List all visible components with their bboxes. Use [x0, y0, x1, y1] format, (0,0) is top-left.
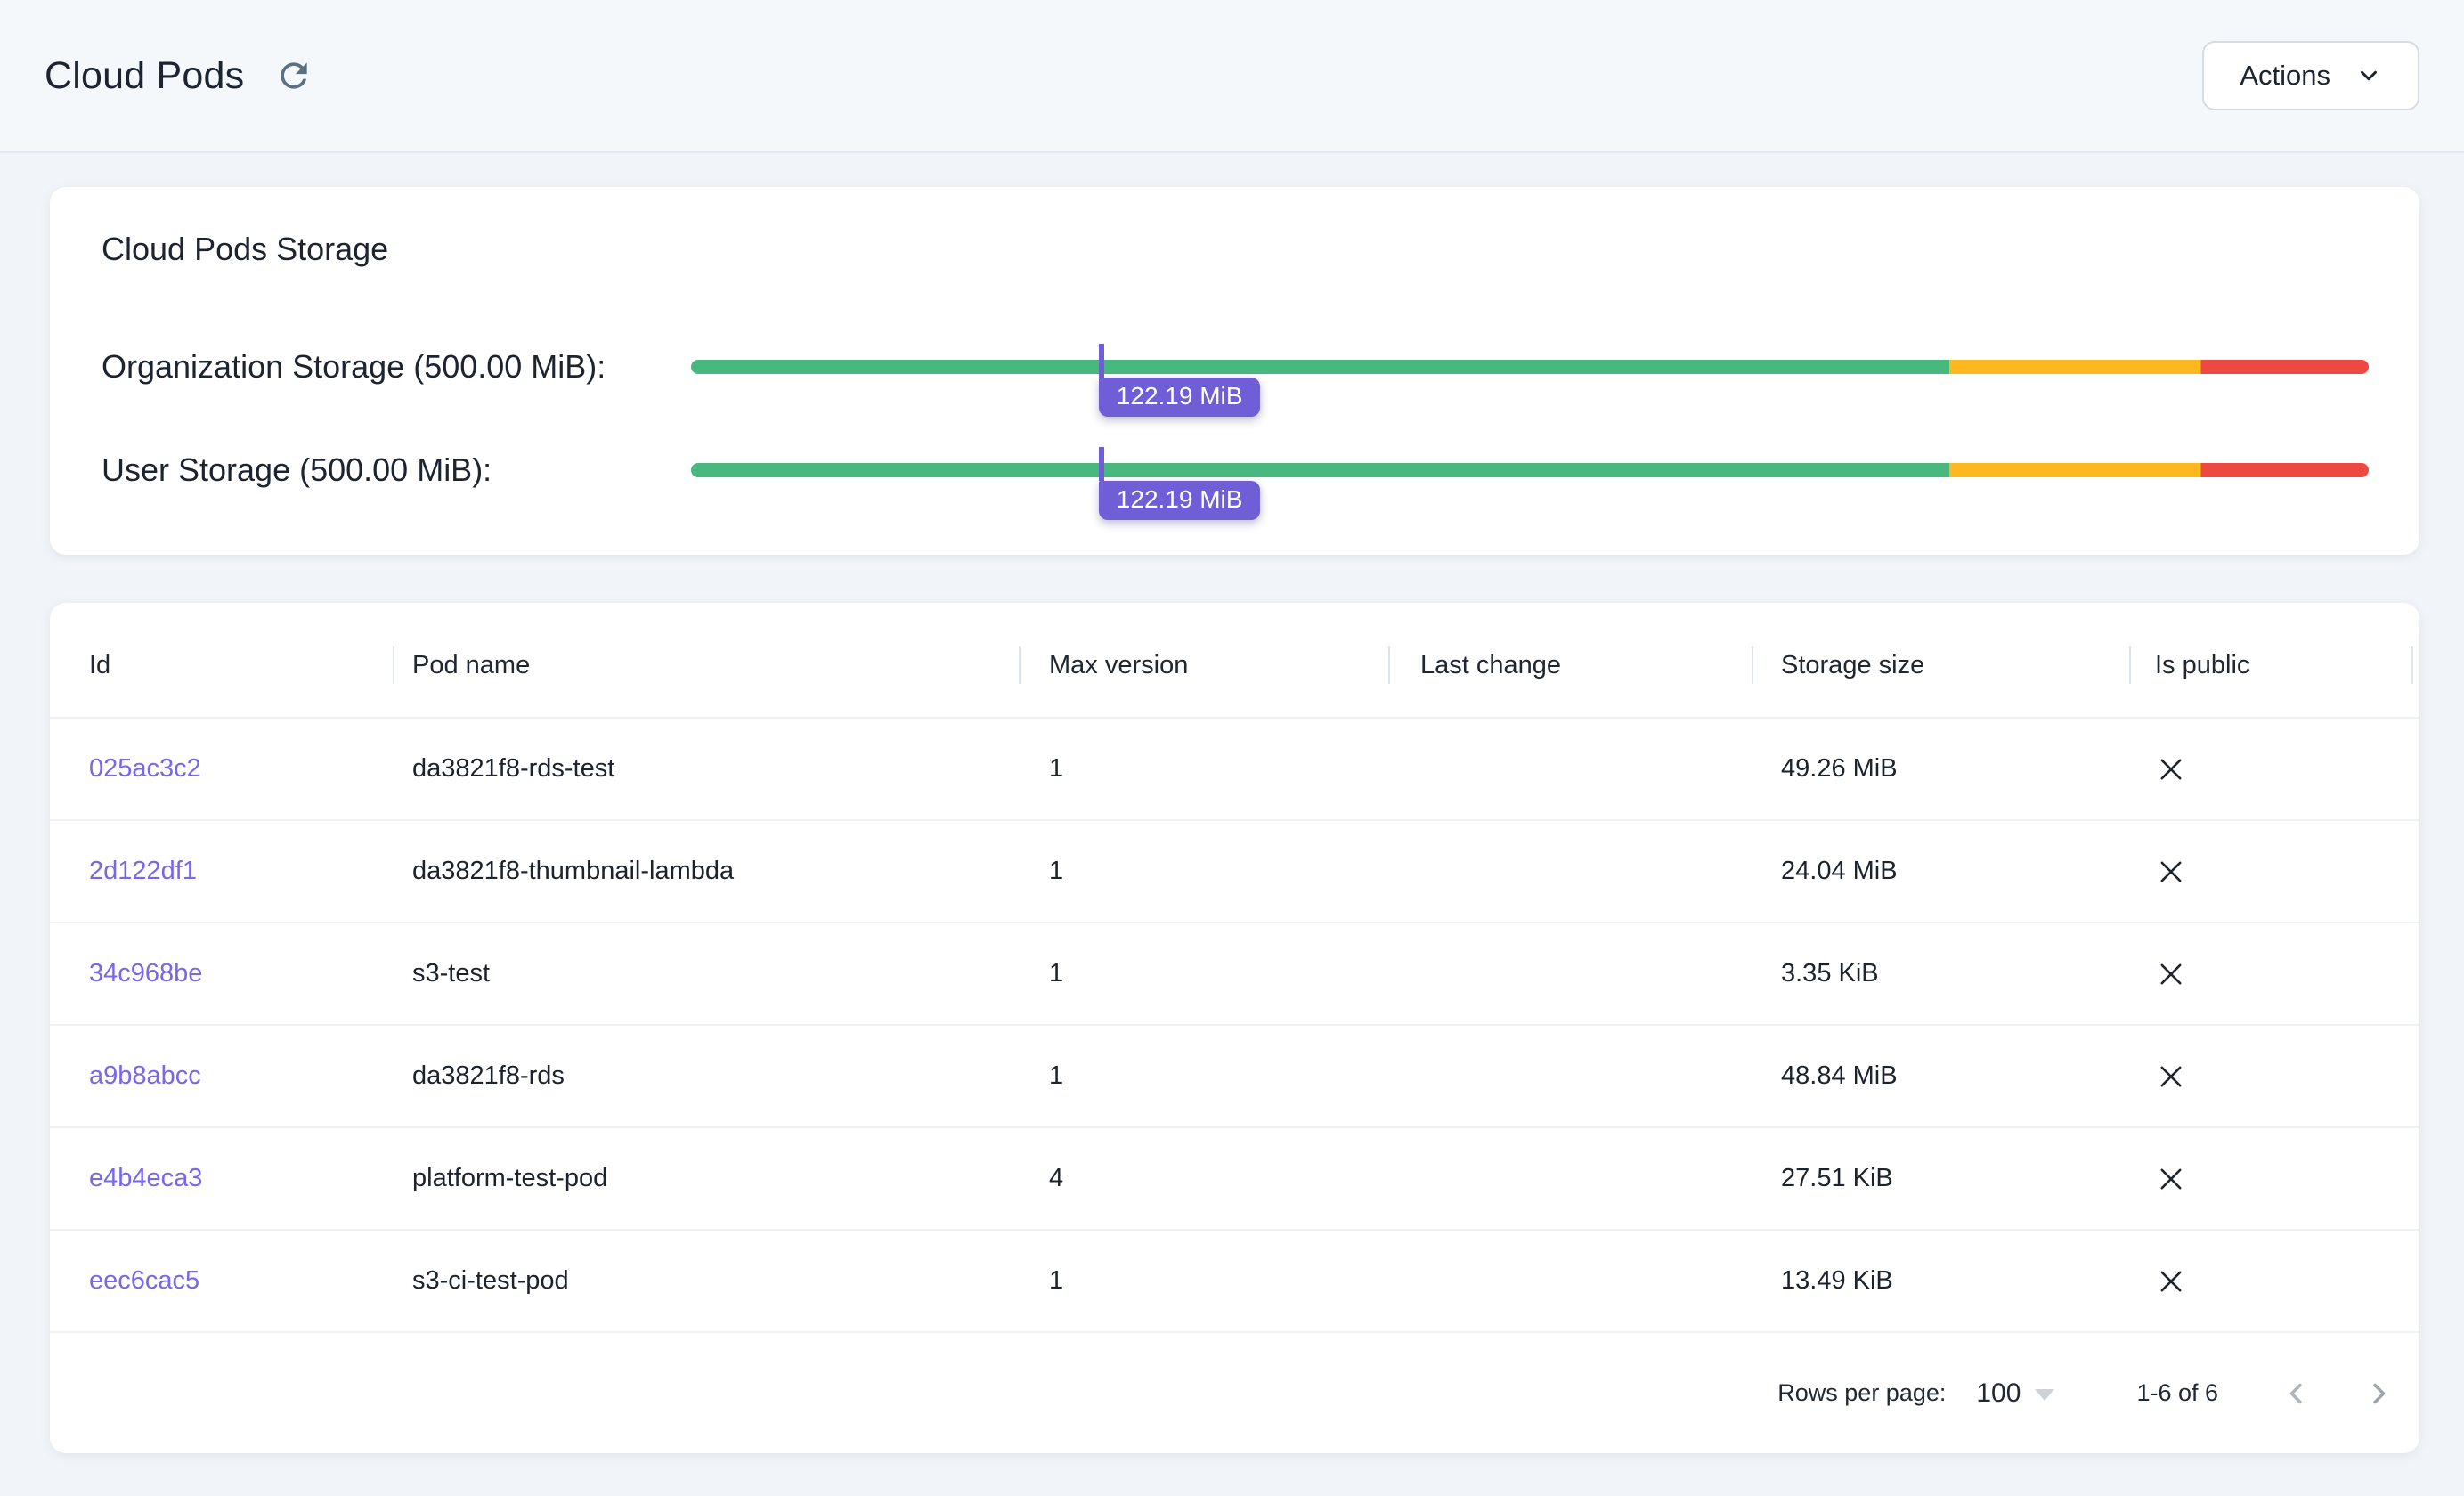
storage-card-title: Cloud Pods Storage [102, 231, 389, 267]
is-public-cell [2131, 1265, 2419, 1297]
storage-size-cell: 13.49 KiB [1781, 1266, 1893, 1295]
pod-id-cell: 2d122df1 [50, 857, 394, 886]
column-header-is-public[interactable]: Is public [2131, 638, 2419, 692]
pod-name-cell: da3821f8-rds [412, 1061, 565, 1090]
pod-id-link[interactable]: 025ac3c2 [89, 754, 201, 783]
chevron-left-icon [2289, 1383, 2302, 1403]
table-row: 025ac3c2 da3821f8-rds-test 1 49.26 MiB [50, 719, 2419, 821]
max-version-cell: 1 [1049, 857, 1064, 885]
column-header-id[interactable]: Id [50, 638, 394, 692]
column-header-pod-name[interactable]: Pod name [394, 638, 1021, 692]
table-body: 025ac3c2 da3821f8-rds-test 1 49.26 MiB 2… [50, 719, 2419, 1333]
storage-usage-marker [1098, 344, 1104, 378]
storage-usage-badge: 122.19 MiB [1098, 378, 1261, 417]
cloud-pods-storage-card: Cloud Pods Storage Organization Storage … [50, 187, 2419, 555]
storage-gauge-track [691, 360, 2369, 374]
table-row: e4b4eca3 platform-test-pod 4 27.51 KiB [50, 1128, 2419, 1231]
table-header-row: Id Pod name Max version Last change Stor… [50, 603, 2419, 719]
storage-size-cell: 27.51 KiB [1781, 1164, 1893, 1192]
not-public-icon [2160, 963, 2182, 984]
not-public-icon [2160, 861, 2182, 882]
table-row: eec6cac5 s3-ci-test-pod 1 13.49 KiB [50, 1231, 2419, 1333]
pod-id-link[interactable]: a9b8abcc [89, 1061, 201, 1090]
not-public-icon [2160, 1168, 2182, 1189]
organization-storage-row: Organization Storage (500.00 MiB): 122.1… [102, 315, 2369, 419]
top-bar: Cloud Pods Actions [0, 0, 2464, 153]
user-storage-row: User Storage (500.00 MiB): 122.19 MiB [102, 419, 2369, 522]
not-public-icon [2160, 1271, 2182, 1291]
pod-name-cell: da3821f8-rds-test [412, 754, 615, 783]
max-version-cell: 1 [1049, 1061, 1064, 1090]
pod-name-cell: s3-ci-test-pod [412, 1266, 569, 1295]
column-header-max-version[interactable]: Max version [1021, 638, 1390, 692]
user-storage-bar: 122.19 MiB [691, 447, 2369, 520]
pod-name-cell: platform-test-pod [412, 1164, 608, 1192]
pod-name-cell: s3-test [412, 959, 491, 988]
pod-id-link[interactable]: 34c968be [89, 959, 203, 988]
rows-per-page-value: 100 [1976, 1378, 2021, 1408]
storage-size-cell: 48.84 MiB [1781, 1061, 1898, 1090]
is-public-cell [2131, 958, 2419, 990]
max-version-cell: 4 [1049, 1164, 1064, 1192]
organization-storage-label: Organization Storage (500.00 MiB): [102, 348, 606, 385]
storage-size-cell: 3.35 KiB [1781, 959, 1879, 988]
refresh-button[interactable] [271, 53, 317, 99]
storage-size-cell: 49.26 MiB [1781, 754, 1898, 783]
next-page-button[interactable] [2359, 1374, 2398, 1413]
rows-per-page-select[interactable]: 100 [1976, 1378, 2055, 1409]
pod-id-cell: 025ac3c2 [50, 754, 394, 784]
refresh-icon [281, 62, 307, 89]
storage-size-cell: 24.04 MiB [1781, 857, 1898, 885]
max-version-cell: 1 [1049, 754, 1064, 783]
pod-id-link[interactable]: e4b4eca3 [89, 1164, 203, 1192]
max-version-cell: 1 [1049, 1266, 1064, 1295]
table-row: 2d122df1 da3821f8-thumbnail-lambda 1 24.… [50, 821, 2419, 923]
organization-storage-bar: 122.19 MiB [691, 344, 2369, 417]
not-public-icon [2160, 1066, 2182, 1086]
column-header-storage-size[interactable]: Storage size [1753, 638, 2131, 692]
pod-id-cell: 34c968be [50, 959, 394, 988]
storage-gauge-track [691, 463, 2369, 477]
pod-id-cell: eec6cac5 [50, 1266, 394, 1296]
caret-down-icon [2035, 1389, 2055, 1401]
table-pagination: Rows per page: 100 1-6 of 6 [50, 1333, 2419, 1453]
max-version-cell: 1 [1049, 959, 1064, 988]
pod-id-cell: e4b4eca3 [50, 1164, 394, 1193]
cloud-pods-table-card: Id Pod name Max version Last change Stor… [50, 603, 2419, 1453]
pod-name-cell: da3821f8-thumbnail-lambda [412, 857, 735, 885]
not-public-icon [2160, 759, 2182, 779]
table-row: a9b8abcc da3821f8-rds 1 48.84 MiB [50, 1026, 2419, 1128]
chevron-down-icon [2361, 70, 2377, 81]
chevron-right-icon [2373, 1383, 2386, 1403]
storage-usage-badge: 122.19 MiB [1098, 481, 1261, 520]
pod-id-link[interactable]: 2d122df1 [89, 857, 197, 885]
user-storage-label: User Storage (500.00 MiB): [102, 451, 492, 488]
is-public-cell [2131, 753, 2419, 785]
is-public-cell [2131, 856, 2419, 888]
is-public-cell [2131, 1163, 2419, 1195]
pod-id-link[interactable]: eec6cac5 [89, 1266, 200, 1295]
storage-usage-marker [1098, 447, 1104, 481]
column-header-last-change[interactable]: Last change [1390, 638, 1753, 692]
actions-button-label: Actions [2240, 60, 2330, 91]
previous-page-button[interactable] [2277, 1374, 2316, 1413]
page-title: Cloud Pods [45, 53, 245, 97]
pagination-range-label: 1-6 of 6 [2136, 1379, 2218, 1406]
is-public-cell [2131, 1061, 2419, 1093]
actions-button[interactable]: Actions [2202, 41, 2419, 110]
table-row: 34c968be s3-test 1 3.35 KiB [50, 923, 2419, 1026]
rows-per-page-label: Rows per page: [1777, 1379, 1947, 1406]
pod-id-cell: a9b8abcc [50, 1061, 394, 1091]
